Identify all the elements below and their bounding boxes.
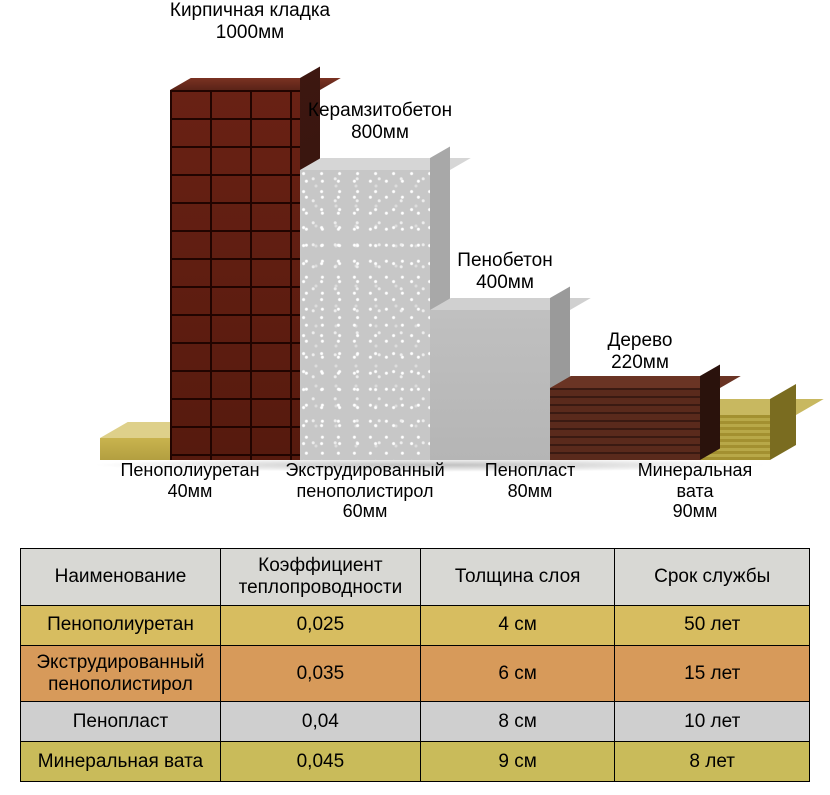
bar-penobeton bbox=[430, 310, 550, 460]
slab-label-text: Пенополиуретан bbox=[90, 460, 290, 481]
cell-t: 9 см bbox=[420, 742, 615, 782]
cell-name: Минеральная вата bbox=[21, 742, 221, 782]
cell-name: Экструдированный пенополистирол bbox=[21, 645, 221, 702]
cell-k: 0,035 bbox=[220, 645, 420, 702]
slab-value-text: 90мм bbox=[600, 501, 790, 522]
cell-s: 15 лет bbox=[615, 645, 810, 702]
bar-label-text: Кирпичная кладка bbox=[155, 0, 345, 22]
bar-brick bbox=[170, 90, 300, 460]
slab-label-text: Экструдированныйпенополистирол bbox=[270, 460, 460, 501]
slab-value-text: 80мм bbox=[440, 481, 620, 502]
slab-label-text: Минеральнаявата bbox=[600, 460, 790, 501]
cell-t: 4 см bbox=[420, 605, 615, 645]
bar-label-brick: Кирпичная кладка1000мм bbox=[155, 0, 345, 44]
bar-face bbox=[550, 388, 700, 460]
cell-k: 0,04 bbox=[220, 702, 420, 742]
col-header-t: Толщина слоя bbox=[420, 549, 615, 606]
slab-value-text: 40мм bbox=[90, 481, 290, 502]
cell-name: Пенополиуретан bbox=[21, 605, 221, 645]
table-header-row: НаименованиеКоэффициент теплопроводности… bbox=[21, 549, 810, 606]
bar-face bbox=[300, 170, 430, 460]
bar-side bbox=[700, 364, 720, 460]
cell-t: 8 см bbox=[420, 702, 615, 742]
cell-k: 0,045 bbox=[220, 742, 420, 782]
slab-label-mw: Минеральнаявата90мм bbox=[600, 460, 790, 522]
bar-label-text: Керамзитобетон bbox=[285, 100, 475, 122]
bar-face bbox=[170, 90, 300, 460]
bar-label-wood: Дерево220мм bbox=[535, 330, 745, 374]
cell-t: 6 см bbox=[420, 645, 615, 702]
materials-table: НаименованиеКоэффициент теплопроводности… bbox=[20, 548, 810, 782]
table-body: Пенополиуретан0,0254 см50 летЭкструдиров… bbox=[21, 605, 810, 782]
bar-value-text: 800мм bbox=[285, 122, 475, 144]
cell-s: 50 лет bbox=[615, 605, 810, 645]
cell-name: Пенопласт bbox=[21, 702, 221, 742]
col-header-name: Наименование bbox=[21, 549, 221, 606]
bar-label-text: Дерево bbox=[535, 330, 745, 352]
bar-label-penobeton: Пенобетон400мм bbox=[415, 250, 595, 294]
table-row: Пенопласт0,048 см10 лет bbox=[21, 702, 810, 742]
chart-area: Кирпичная кладка1000мм Керамзитобетон800м… bbox=[0, 0, 830, 520]
bar-value-text: 1000мм bbox=[155, 22, 345, 44]
slab-label-xps: Экструдированныйпенополистирол60мм bbox=[270, 460, 460, 522]
col-header-s: Срок службы bbox=[615, 549, 810, 606]
table-row: Минеральная вата0,0459 см8 лет bbox=[21, 742, 810, 782]
bar-face bbox=[430, 310, 550, 460]
bar-value-text: 400мм bbox=[415, 272, 595, 294]
bar-keramzit bbox=[300, 170, 430, 460]
slab-side bbox=[770, 384, 796, 460]
bar-label-text: Пенобетон bbox=[415, 250, 595, 272]
cell-s: 8 лет bbox=[615, 742, 810, 782]
slab-label-eps: Пенопласт80мм bbox=[440, 460, 620, 501]
table-row: Экструдированный пенополистирол0,0356 см… bbox=[21, 645, 810, 702]
col-header-k: Коэффициент теплопроводности bbox=[220, 549, 420, 606]
infographic-canvas: Кирпичная кладка1000мм Керамзитобетон800м… bbox=[0, 0, 830, 795]
bar-label-keramzit: Керамзитобетон800мм bbox=[285, 100, 475, 144]
cell-s: 10 лет bbox=[615, 702, 810, 742]
cell-k: 0,025 bbox=[220, 605, 420, 645]
slab-value-text: 60мм bbox=[270, 501, 460, 522]
slab-label-ppu: Пенополиуретан40мм bbox=[90, 460, 290, 501]
slab-label-text: Пенопласт bbox=[440, 460, 620, 481]
bar-value-text: 220мм bbox=[535, 352, 745, 374]
table-row: Пенополиуретан0,0254 см50 лет bbox=[21, 605, 810, 645]
bar-wood bbox=[550, 388, 700, 460]
